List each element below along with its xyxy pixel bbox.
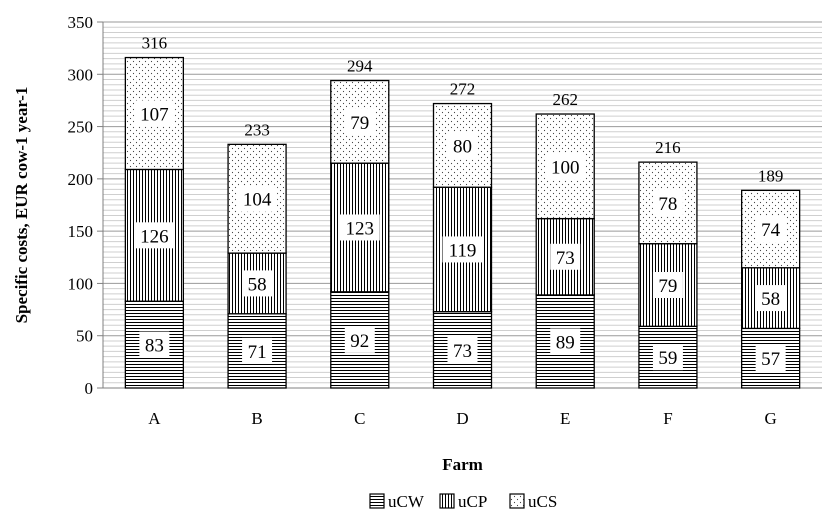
data-label-uCP-E: 73: [556, 248, 575, 269]
total-label-C: 294: [347, 57, 373, 76]
data-label-box: [344, 108, 375, 135]
data-label-uCP-C: 123: [346, 218, 375, 239]
data-label-box: [550, 243, 581, 270]
data-label-uCS-E: 100: [551, 157, 580, 178]
data-label-box: [447, 132, 478, 159]
data-label-uCW-F: 59: [658, 348, 677, 369]
data-label-box: [652, 344, 683, 371]
data-label-uCP-A: 126: [140, 226, 169, 247]
total-label-E: 262: [552, 90, 578, 109]
legend-label-uCS: uCS: [528, 492, 557, 511]
data-label-uCP-B: 58: [248, 274, 267, 295]
data-label-uCS-D: 80: [453, 136, 472, 157]
data-label-box: [442, 236, 483, 263]
x-tick-label: F: [663, 409, 672, 428]
legend-label-uCW: uCW: [388, 492, 425, 511]
data-label-uCP-F: 79: [658, 276, 677, 297]
data-label-uCW-E: 89: [556, 332, 575, 353]
data-label-box: [339, 214, 380, 241]
data-label-uCP-G: 58: [761, 289, 780, 310]
legend-label-uCP: uCP: [458, 492, 487, 511]
bar-segment-uCW-C: [330, 291, 390, 389]
data-label-box: [652, 271, 683, 298]
x-tick-label: B: [251, 409, 262, 428]
x-tick-label: G: [765, 409, 777, 428]
total-label-A: 316: [142, 34, 168, 53]
legend-swatch-uCS: [509, 493, 525, 509]
data-label-uCS-G: 74: [761, 220, 781, 241]
data-label-box: [652, 189, 683, 216]
data-label-uCS-A: 107: [140, 105, 169, 126]
data-label-uCW-D: 73: [453, 341, 472, 362]
data-label-box: [344, 326, 375, 353]
x-tick-label: D: [456, 409, 468, 428]
y-tick-label: 200: [68, 170, 94, 189]
data-label-box: [242, 337, 273, 364]
data-label-uCW-G: 57: [761, 349, 780, 370]
data-label-uCS-C: 79: [350, 113, 369, 134]
legend-swatch-uCP: [439, 493, 455, 509]
total-label-G: 189: [758, 166, 784, 185]
y-tick-label: 300: [68, 65, 94, 84]
data-label-box: [755, 345, 786, 372]
data-label-box: [550, 328, 581, 355]
total-label-F: 216: [655, 138, 681, 157]
x-tick-label: C: [354, 409, 365, 428]
x-tick-label: E: [560, 409, 570, 428]
x-axis-title: Farm: [442, 455, 483, 474]
data-label-uCW-B: 71: [248, 342, 267, 363]
data-label-box: [447, 336, 478, 363]
x-tick-label: A: [148, 409, 161, 428]
data-label-uCS-F: 78: [658, 194, 677, 215]
legend: uCW uCP uCS: [369, 492, 557, 511]
data-label-box: [134, 100, 175, 127]
y-tick-label: 350: [68, 13, 94, 32]
data-label-box: [242, 270, 273, 297]
data-labels: 83 126 107 316 A 71 58 104 233 B 92 123 79 294 C 73 119 8…: [134, 34, 786, 428]
data-label-box: [545, 153, 586, 180]
data-label-box: [755, 285, 786, 312]
y-tick-label: 150: [68, 222, 94, 241]
data-label-box: [134, 222, 175, 249]
y-tick-label: 100: [68, 274, 94, 293]
data-label-uCS-B: 104: [243, 190, 272, 211]
y-tick-label: 50: [76, 327, 93, 346]
data-label-uCP-D: 119: [449, 240, 477, 261]
total-label-D: 272: [450, 80, 476, 99]
y-tick-label: 250: [68, 118, 94, 137]
y-axis-title: Specific costs, EUR cow-1 year-1: [12, 87, 31, 324]
data-label-uCW-C: 92: [350, 331, 369, 352]
legend-swatch-uCW: [369, 493, 385, 509]
data-label-box: [755, 216, 786, 243]
data-label-box: [139, 331, 170, 358]
data-label-uCW-A: 83: [145, 336, 164, 357]
total-label-B: 233: [244, 120, 270, 139]
data-label-box: [237, 185, 278, 212]
y-tick-label: 0: [85, 379, 94, 398]
